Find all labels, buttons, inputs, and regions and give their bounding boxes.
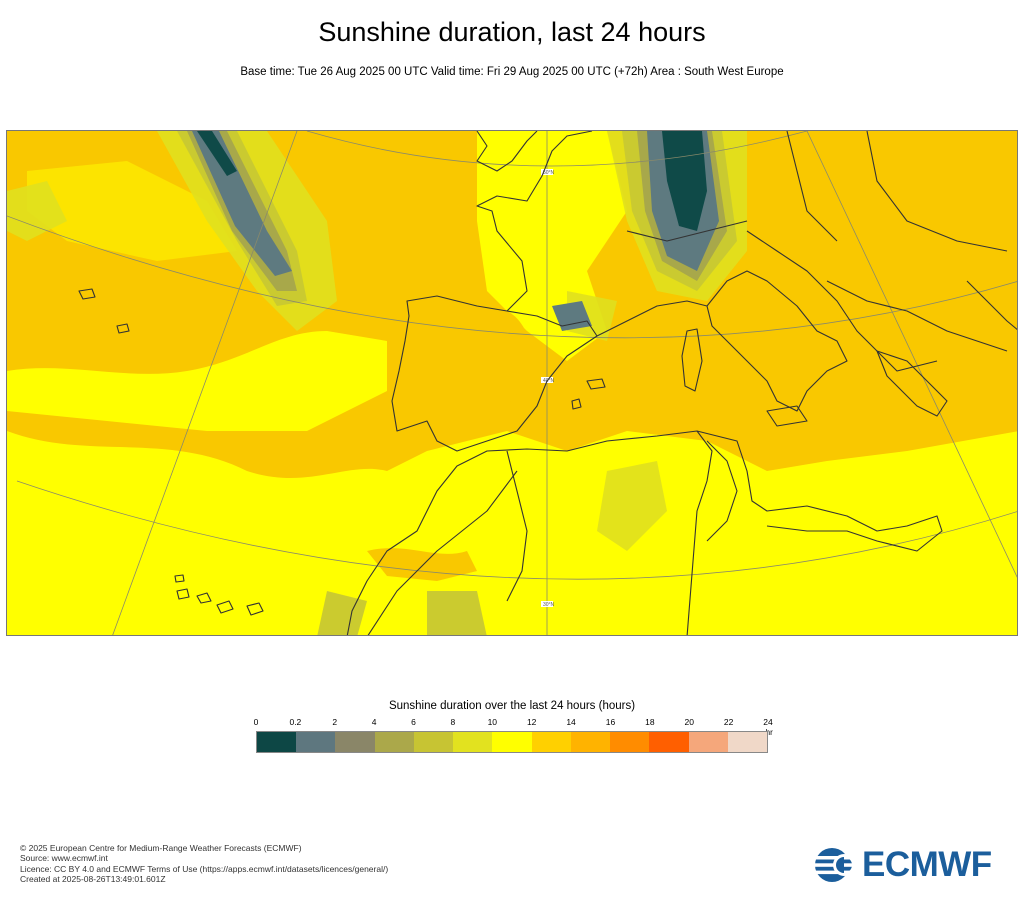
graticule — [7, 131, 1017, 635]
footer-line-licence: Licence: CC BY 4.0 and ECMWF Terms of Us… — [20, 863, 389, 874]
legend-tick-label: 0.2 — [289, 717, 302, 727]
ecmwf-logo-icon — [814, 848, 860, 882]
lat-label-30: 30°N — [543, 602, 555, 608]
sunshine-orange-patches — [367, 131, 1017, 581]
legend-swatch-8 — [570, 732, 611, 752]
footer-line-source: Source: www.ecmwf.int — [20, 853, 108, 864]
legend-swatch-0 — [257, 732, 297, 752]
legend-tick-label: 24 — [763, 717, 773, 727]
footer-line-created: Created at 2025-08-26T13:49:01.601Z — [20, 873, 166, 884]
legend-swatch-10 — [649, 732, 689, 752]
legend-swatch-12 — [727, 732, 768, 752]
legend-swatch-2 — [335, 732, 375, 752]
legend-swatch-3 — [374, 732, 414, 752]
map-canvas: 50°N 40°N 30°N — [7, 131, 1017, 635]
legend-swatch-5 — [453, 732, 493, 752]
legend-colorbar — [256, 731, 768, 753]
legend-tick-row: 0 0.2 2 4 6 8 10 12 14 16 18 20 22 24 — [0, 717, 1024, 729]
legend-tick-label: 6 — [411, 717, 416, 727]
legend-swatch-9 — [610, 732, 650, 752]
legend-tick-label: 10 — [487, 717, 498, 727]
sunshine-map: 50°N 40°N 30°N — [6, 130, 1018, 636]
ecmwf-logo: ECMWF — [814, 846, 1010, 884]
legend-title: Sunshine duration over the last 24 hours… — [388, 700, 636, 712]
chart-title: Sunshine duration, last 24 hours — [318, 17, 706, 47]
legend-tick-label: 4 — [371, 717, 377, 727]
legend-tick-label: 16 — [605, 717, 616, 727]
legend-swatch-1 — [296, 732, 336, 752]
legend-swatch-11 — [688, 732, 728, 752]
lat-label-40: 40°N — [543, 378, 555, 384]
legend-tick-label: 18 — [645, 717, 655, 727]
cloud-darkest-core — [197, 131, 707, 231]
ecmwf-logo-text: ECMWF — [862, 845, 992, 884]
legend-swatch-7 — [531, 732, 571, 752]
latitude-labels: 50°N 40°N 30°N — [541, 169, 555, 608]
chart-subtitle: Base time: Tue 26 Aug 2025 00 UTC Valid … — [240, 66, 784, 78]
legend-swatch-6 — [492, 732, 532, 752]
legend-tick-label: 8 — [450, 717, 456, 727]
footer-credits: © 2025 European Centre for Medium-Range … — [20, 843, 388, 884]
lat-label-50: 50°N — [543, 170, 555, 176]
legend-tick-label: 12 — [526, 717, 537, 727]
legend-tick-label: 0 — [253, 717, 259, 727]
sunshine-yellow-regions — [7, 131, 1017, 635]
footer-line-copyright: © 2025 European Centre for Medium-Range … — [20, 843, 302, 853]
legend-tick-label: 14 — [566, 717, 576, 727]
legend-tick-label: 20 — [684, 717, 694, 727]
coastlines — [78, 131, 1017, 635]
legend-tick-label: 22 — [723, 717, 734, 727]
legend-swatch-4 — [413, 732, 454, 752]
legend-tick-label: 2 — [332, 717, 338, 727]
